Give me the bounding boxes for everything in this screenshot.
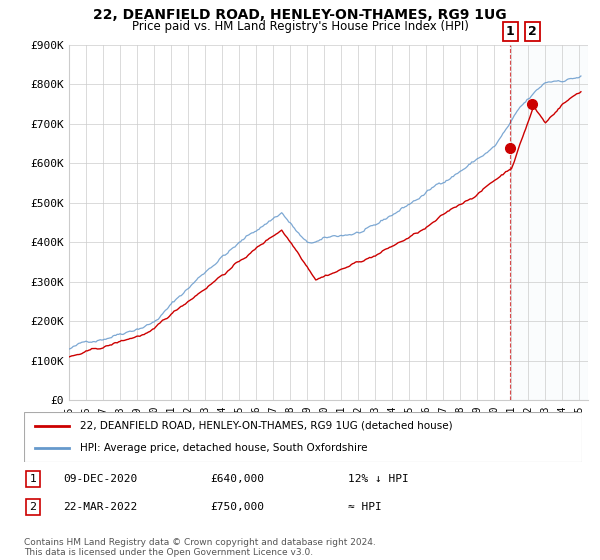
Text: 09-DEC-2020: 09-DEC-2020 bbox=[63, 474, 137, 484]
Text: 22, DEANFIELD ROAD, HENLEY-ON-THAMES, RG9 1UG: 22, DEANFIELD ROAD, HENLEY-ON-THAMES, RG… bbox=[93, 8, 507, 22]
Text: 2: 2 bbox=[528, 25, 536, 38]
Text: Contains HM Land Registry data © Crown copyright and database right 2024.: Contains HM Land Registry data © Crown c… bbox=[24, 538, 376, 547]
Text: 22, DEANFIELD ROAD, HENLEY-ON-THAMES, RG9 1UG (detached house): 22, DEANFIELD ROAD, HENLEY-ON-THAMES, RG… bbox=[80, 421, 452, 431]
Text: ≈ HPI: ≈ HPI bbox=[348, 502, 382, 512]
Text: 22-MAR-2022: 22-MAR-2022 bbox=[63, 502, 137, 512]
Text: This data is licensed under the Open Government Licence v3.0.: This data is licensed under the Open Gov… bbox=[24, 548, 313, 557]
Bar bbox=[510, 45, 588, 400]
FancyBboxPatch shape bbox=[24, 412, 582, 462]
Text: 2: 2 bbox=[29, 502, 37, 512]
Text: Price paid vs. HM Land Registry's House Price Index (HPI): Price paid vs. HM Land Registry's House … bbox=[131, 20, 469, 32]
Text: £640,000: £640,000 bbox=[210, 474, 264, 484]
Text: £750,000: £750,000 bbox=[210, 502, 264, 512]
Text: 1: 1 bbox=[29, 474, 37, 484]
Text: HPI: Average price, detached house, South Oxfordshire: HPI: Average price, detached house, Sout… bbox=[80, 443, 367, 453]
Text: 1: 1 bbox=[506, 25, 514, 38]
Text: 12% ↓ HPI: 12% ↓ HPI bbox=[348, 474, 409, 484]
